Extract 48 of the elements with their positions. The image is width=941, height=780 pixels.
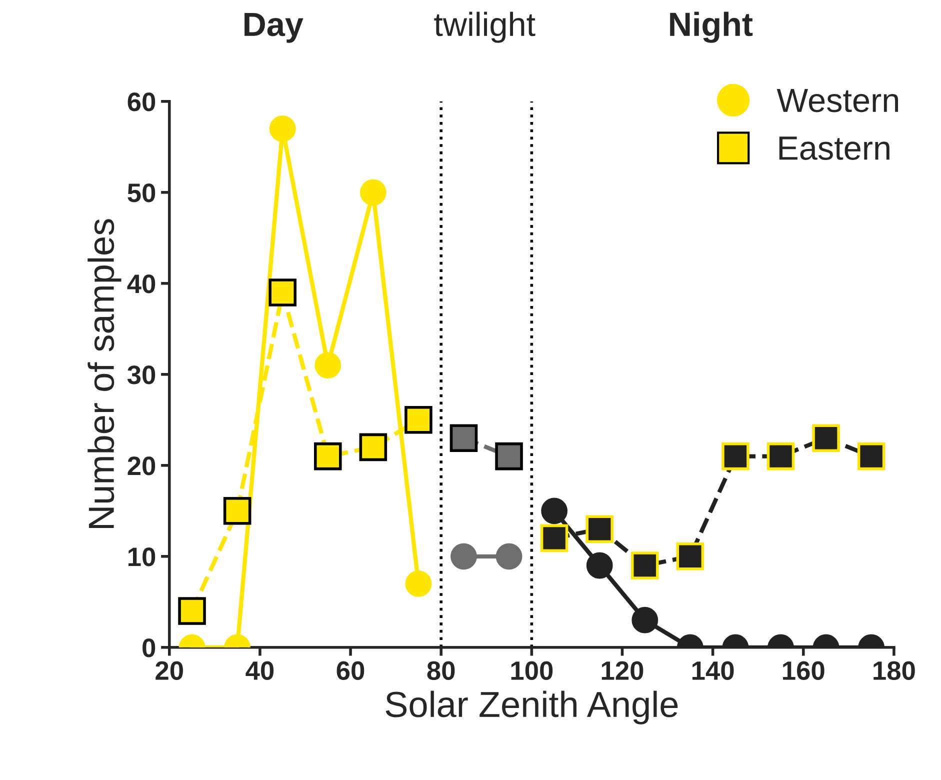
point [269,116,296,142]
point [857,442,886,470]
x-tick-label: 60 [336,661,364,680]
point [722,442,750,470]
point [268,278,296,306]
y-axis-title: Number of samples [88,219,122,528]
text: twilight [434,12,536,43]
point [496,543,522,570]
x-tick-label: 40 [246,661,274,680]
y-tick-label: 30 [127,366,156,384]
point [676,542,704,570]
x-tick-label: 20 [156,661,183,680]
point [766,442,795,470]
point [586,515,614,543]
y-tick-label: 50 [128,184,156,202]
point [450,424,478,452]
point [314,442,342,470]
x-tick-label: 140 [692,661,734,680]
x-tick-label: 120 [602,661,644,680]
point [404,406,432,434]
x-tick-label: 80 [427,661,455,680]
point [541,498,568,524]
y-tick-label: 20 [128,456,156,476]
point [450,543,477,570]
legend-label: Eastern [779,136,890,160]
legend-label: Western [776,88,898,112]
y-tick-label: 60 [128,92,156,112]
point [540,524,568,552]
point [812,424,840,452]
point [360,179,386,206]
point [223,497,252,525]
text: Day [244,12,304,43]
point [405,570,432,597]
point [178,597,206,625]
point [314,352,342,378]
x-axis-title: Solar Zenith Angle [386,690,678,724]
point [632,606,658,634]
x-tick-label: 160 [783,661,824,680]
y-tick-label: 0 [142,638,156,658]
x-tick-label: 100 [511,661,553,680]
point [495,442,523,470]
y-tick-label: 10 [128,548,156,566]
point [586,552,613,579]
point [359,433,388,462]
x-tick-label: 180 [874,661,915,680]
text: Night [670,12,753,43]
point [630,552,659,580]
y-tick-label: 40 [127,274,156,294]
